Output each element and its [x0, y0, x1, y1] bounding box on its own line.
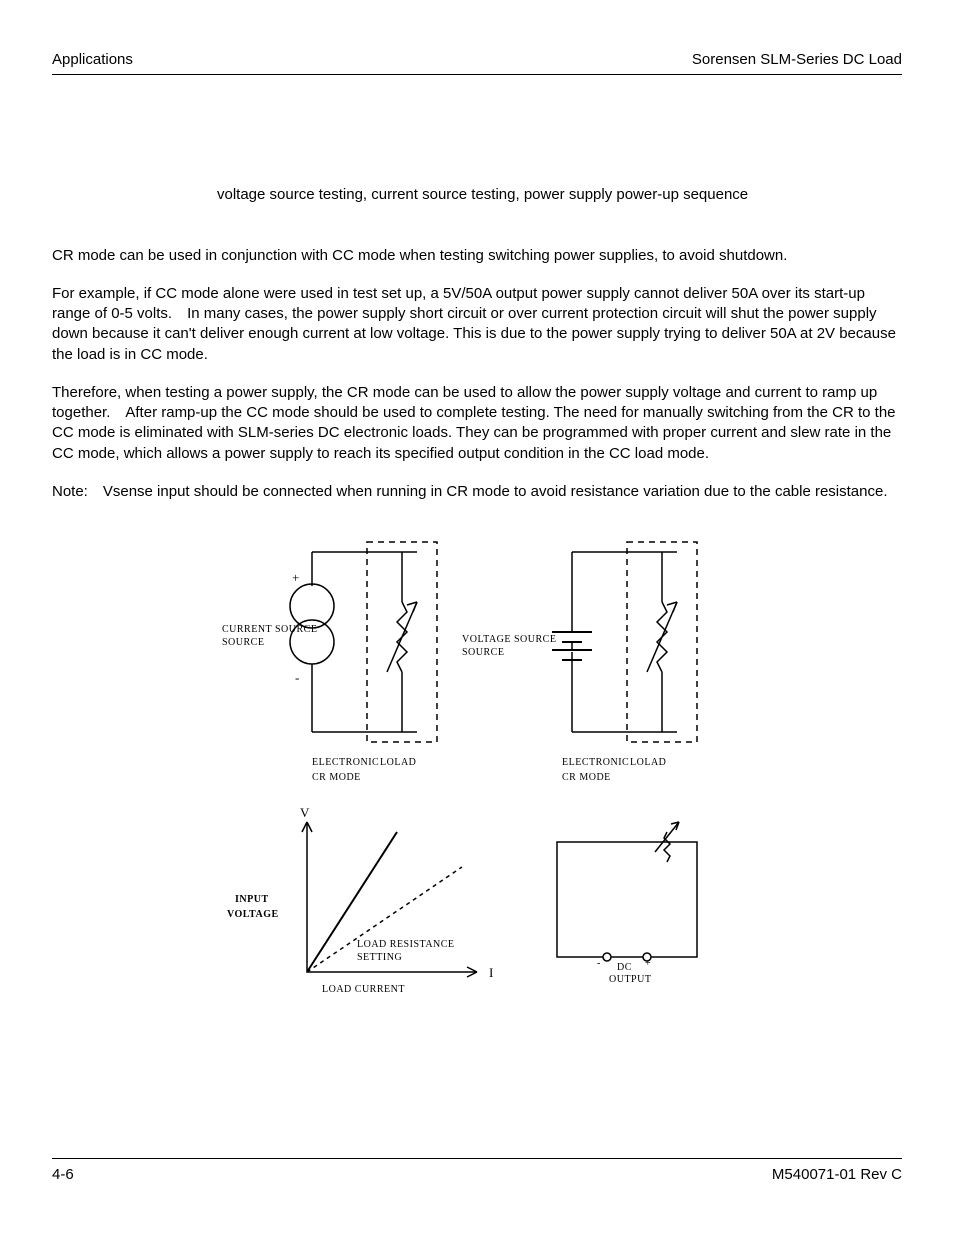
label-setting: SETTING [357, 952, 402, 963]
footer-rule [52, 1158, 902, 1159]
svg-text:-: - [295, 670, 299, 685]
footer-left: 4-6 [52, 1165, 74, 1185]
label-crmode-r: CR MODE [562, 772, 611, 783]
label-electronic-l: ELECTRONIC [312, 757, 379, 768]
label-current: CURRENT SOURCE [222, 624, 317, 635]
header-left: Applications [52, 50, 133, 70]
label-lolad-r: LOLAD [630, 757, 666, 768]
label-lolad-l: LOLAD [380, 757, 416, 768]
svg-text:SOURCE: SOURCE [222, 637, 264, 648]
paragraph-1: CR mode can be used in conjunction with … [52, 246, 902, 266]
label-dc: DC [617, 962, 632, 973]
label-input: INPUT [235, 894, 269, 905]
label-electronic-r: ELECTRONIC [562, 757, 629, 768]
lead-line: voltage source testing, current source t… [217, 185, 902, 205]
figure: + - CURRENT SOURCE SOURCE ELECTRONIC LOL… [52, 532, 902, 1002]
label-crmode-l: CR MODE [312, 772, 361, 783]
label-load-current: LOAD CURRENT [322, 984, 405, 995]
paragraph-2: For example, if CC mode alone were used … [52, 284, 902, 365]
label-output: OUTPUT [609, 974, 651, 985]
label-minus: - [597, 958, 601, 969]
svg-text:SOURCE: SOURCE [462, 647, 504, 658]
label-plus: + [645, 958, 651, 969]
label-voltage-y: VOLTAGE [227, 909, 279, 920]
axis-v: V [300, 805, 310, 820]
footer-right: M540071-01 Rev C [772, 1165, 902, 1185]
label-voltage: VOLTAGE SOURCE [462, 634, 556, 645]
paragraph-3: Therefore, when testing a power supply, … [52, 383, 902, 464]
svg-text:+: + [292, 570, 299, 585]
paragraph-4: Note: Vsense input should be connected w… [52, 482, 902, 502]
label-load-res: LOAD RESISTANCE [357, 939, 455, 950]
header-right: Sorensen SLM-Series DC Load [692, 50, 902, 70]
header-rule [52, 74, 902, 75]
axis-i: I [489, 965, 493, 980]
